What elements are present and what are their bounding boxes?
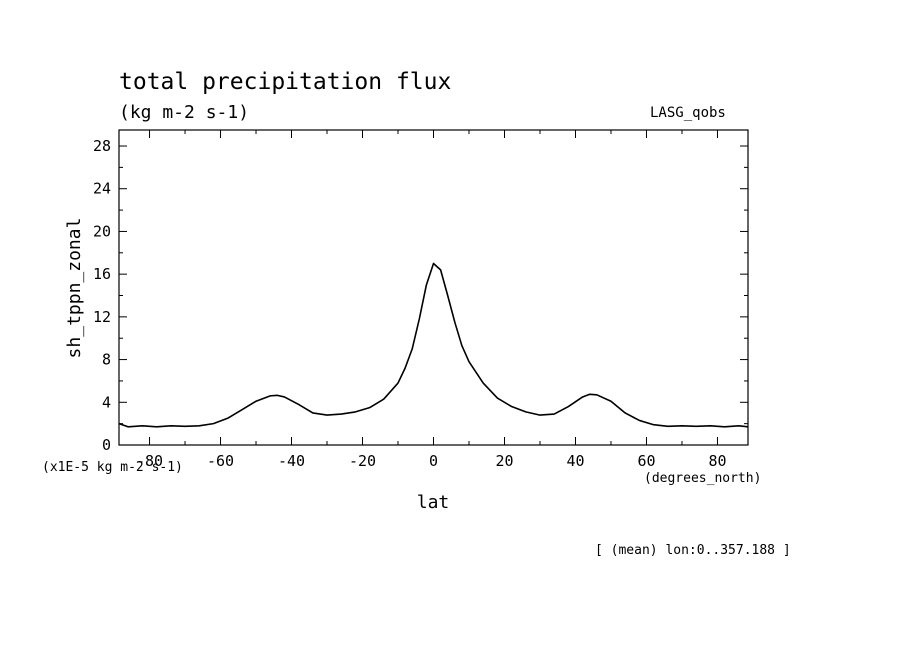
y-tick-label: 8 [102, 351, 111, 369]
y-tick-label: 24 [93, 180, 111, 198]
axis-tick-labels: -80 -60 -40 -20 0 20 40 60 80 0 4 8 12 16 20 24 28 [93, 137, 727, 470]
x-tick-label: 40 [566, 452, 584, 470]
x-tick-label: -40 [278, 452, 305, 470]
x-tick-label: -80 [136, 452, 163, 470]
y-axis-units: (x1E-5 kg m-2 s-1) [42, 460, 183, 475]
chart-title: total precipitation flux [119, 69, 452, 95]
plot-frame [118, 129, 749, 446]
y-tick-label: 0 [102, 436, 111, 454]
x-axis-units: (degrees_north) [644, 471, 762, 486]
x-tick-label: 80 [708, 452, 726, 470]
x-tick-label: -20 [349, 452, 376, 470]
y-tick-label: 4 [102, 393, 111, 411]
series-line [118, 262, 749, 428]
averaging-footnote: [ (mean) lon:0..357.188 ] [595, 543, 791, 558]
axis-ticks [119, 130, 748, 446]
y-tick-label: 28 [93, 137, 111, 155]
x-tick-label: 60 [637, 452, 655, 470]
x-tick-label: 0 [429, 452, 438, 470]
x-tick-label: -60 [207, 452, 234, 470]
y-tick-label: 12 [93, 308, 111, 326]
chart-subtitle-units: (kg m-2 s-1) [119, 102, 250, 123]
y-tick-label: 20 [93, 222, 111, 240]
dataset-label: LASG_qobs [650, 105, 726, 121]
x-axis-label: lat [416, 492, 450, 513]
y-tick-label: 16 [93, 265, 111, 283]
x-tick-label: 20 [495, 452, 513, 470]
